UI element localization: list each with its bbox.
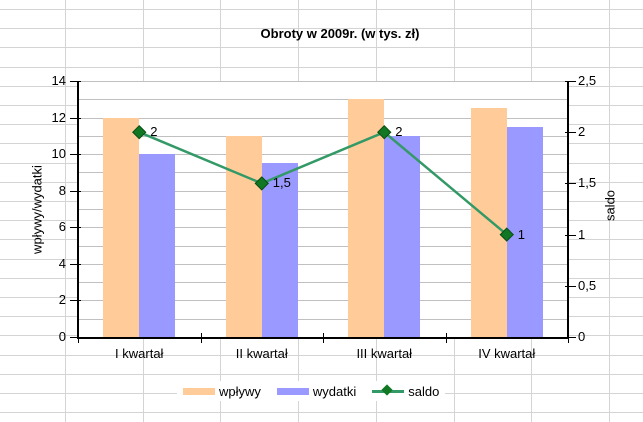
left-axis-tick-label: 12 xyxy=(51,109,66,125)
right-axis-line[interactable] xyxy=(567,81,569,339)
left-axis-tick-label: 10 xyxy=(51,146,66,162)
plot-gridline xyxy=(78,245,568,247)
sheet-gridline xyxy=(608,0,610,422)
plot-gridline xyxy=(78,318,568,320)
legend-label-wplywy: wpływy xyxy=(219,383,261,399)
saldo-swatch-icon xyxy=(372,383,405,397)
bar-wydatki-3[interactable] xyxy=(384,135,421,337)
legend-item-wydatki[interactable]: wydatki xyxy=(276,383,357,399)
category-label: II kwartał xyxy=(235,346,288,361)
chart-title[interactable]: Obroty w 2009r. (w tys. zł) xyxy=(260,26,420,41)
wydatki-swatch-icon xyxy=(276,387,309,395)
right-axis-tick xyxy=(565,132,576,134)
right-axis-tick xyxy=(565,234,576,236)
legend-item-saldo[interactable]: saldo xyxy=(372,384,439,399)
left-axis-tick xyxy=(70,263,81,265)
left-axis-tick xyxy=(70,154,81,156)
saldo-data-label: 2 xyxy=(150,124,158,140)
right-axis-tick-label: 1,5 xyxy=(578,175,597,191)
x-axis-tick xyxy=(323,333,324,343)
left-axis-title[interactable]: wpływy/wydatki xyxy=(29,165,45,254)
left-axis-tick xyxy=(70,81,81,82)
left-axis-tick-label: 8 xyxy=(58,182,66,198)
bar-wpływy-3[interactable] xyxy=(348,99,385,337)
left-axis-tick xyxy=(70,227,81,229)
sheet-gridline xyxy=(0,354,643,356)
wplywy-swatch-icon xyxy=(183,387,215,395)
bar-wpływy-1[interactable] xyxy=(103,117,140,337)
left-axis-tick-label: 4 xyxy=(58,255,66,271)
left-axis-tick-label: 0 xyxy=(58,329,66,344)
sheet-gridline xyxy=(0,9,643,10)
x-axis-tick xyxy=(200,333,202,343)
right-axis-tick-label: 0,5 xyxy=(578,277,597,293)
sheet-gridline xyxy=(0,66,643,68)
right-axis-tick-label: 1 xyxy=(578,226,586,242)
x-axis-tick xyxy=(568,333,569,343)
sheet-gridline xyxy=(65,0,66,422)
right-axis-tick xyxy=(565,183,576,185)
sheet-gridline xyxy=(0,373,643,375)
plot-gridline xyxy=(78,263,568,265)
bar-wpływy-4[interactable] xyxy=(470,108,507,337)
left-axis-tick-label: 14 xyxy=(51,73,66,88)
category-label: III kwartał xyxy=(356,346,413,361)
plot-gridline xyxy=(78,99,568,101)
right-axis-tick-label: 2 xyxy=(578,124,586,140)
plot-gridline xyxy=(78,300,568,302)
left-axis-tick xyxy=(70,337,81,338)
legend-item-wplywy[interactable]: wpływy xyxy=(183,384,261,399)
left-axis-tick-label: 6 xyxy=(58,219,66,235)
legend[interactable]: wpływy wydatki saldo xyxy=(177,381,446,401)
x-axis-tick xyxy=(445,333,447,343)
plot-gridline xyxy=(78,117,568,119)
legend-label-saldo: saldo xyxy=(408,383,440,399)
saldo-data-label: 2 xyxy=(395,124,403,140)
plot-gridline xyxy=(78,282,568,284)
saldo-data-label: 1,5 xyxy=(272,175,291,191)
right-axis-tick xyxy=(565,285,576,287)
left-axis-line[interactable] xyxy=(77,81,79,339)
bar-wydatki-1[interactable] xyxy=(139,154,176,337)
sheet-gridline xyxy=(0,412,643,414)
bar-wpływy-2[interactable] xyxy=(225,135,262,337)
legend-label-wydatki: wydatki xyxy=(312,383,357,399)
plot-gridline xyxy=(78,81,568,82)
right-axis-tick-label: 2,5 xyxy=(578,73,597,88)
sheet-gridline xyxy=(0,47,643,49)
left-axis-tick xyxy=(70,117,81,119)
category-label: IV kwartał xyxy=(478,346,536,361)
saldo-data-label: 1 xyxy=(517,226,525,242)
sheet-gridline xyxy=(0,28,643,30)
category-label: I kwartał xyxy=(115,346,164,361)
left-axis-tick-label: 2 xyxy=(58,292,66,308)
right-axis-tick xyxy=(565,337,576,338)
left-axis-tick xyxy=(70,190,81,192)
x-axis-tick xyxy=(78,333,79,343)
left-axis-tick xyxy=(70,300,81,302)
right-axis-tick-label: 0 xyxy=(578,329,586,344)
right-axis-title[interactable]: saldo xyxy=(602,189,618,222)
right-axis-tick xyxy=(565,81,576,82)
